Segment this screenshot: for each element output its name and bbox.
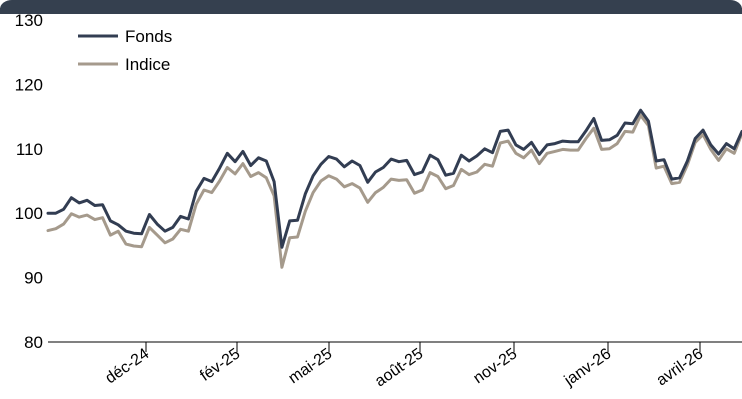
chart-top-bar-fill: [0, 8, 742, 18]
legend-label-indice: Indice: [125, 55, 170, 74]
x-tick-label: août-25: [372, 345, 426, 390]
y-tick-label: 130: [15, 11, 43, 30]
y-tick-label: 100: [15, 204, 43, 223]
legend: Fonds Indice: [78, 27, 172, 74]
x-axis-labels: déc-24 fév-25 mai-25 août-25 nov-25 janv-26 av…: [102, 345, 706, 390]
y-tick-label: 120: [15, 75, 43, 94]
x-tick-label: nov-25: [470, 345, 520, 387]
series-layer: [46, 108, 742, 269]
x-tick-label: janv-26: [561, 345, 615, 390]
y-tick-label: 90: [24, 269, 43, 288]
y-tick-label: 110: [16, 140, 43, 159]
x-tick-label: mai-25: [285, 345, 335, 387]
x-axis-ticks: [145, 342, 701, 352]
y-axis-labels: 80 90 100 110 120 130: [15, 11, 43, 352]
series-line-indice: [46, 113, 742, 269]
legend-label-fonds: Fonds: [125, 27, 172, 46]
y-tick-label: 80: [24, 333, 43, 352]
x-tick-label: avril-26: [654, 345, 707, 389]
x-tick-label: déc-24: [102, 345, 152, 387]
x-tick-label: fév-25: [197, 345, 243, 384]
chart-top-bar-inner: [0, 14, 742, 18]
series-line-fonds: [46, 108, 742, 249]
